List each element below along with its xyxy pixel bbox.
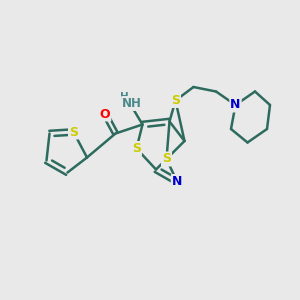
Text: S: S — [162, 152, 171, 166]
Text: S: S — [132, 142, 141, 155]
Text: O: O — [100, 107, 110, 121]
Text: N: N — [230, 98, 241, 112]
Text: S: S — [171, 94, 180, 107]
Text: H: H — [120, 92, 129, 102]
Text: NH: NH — [122, 97, 142, 110]
Text: S: S — [69, 125, 78, 139]
Text: N: N — [172, 175, 182, 188]
